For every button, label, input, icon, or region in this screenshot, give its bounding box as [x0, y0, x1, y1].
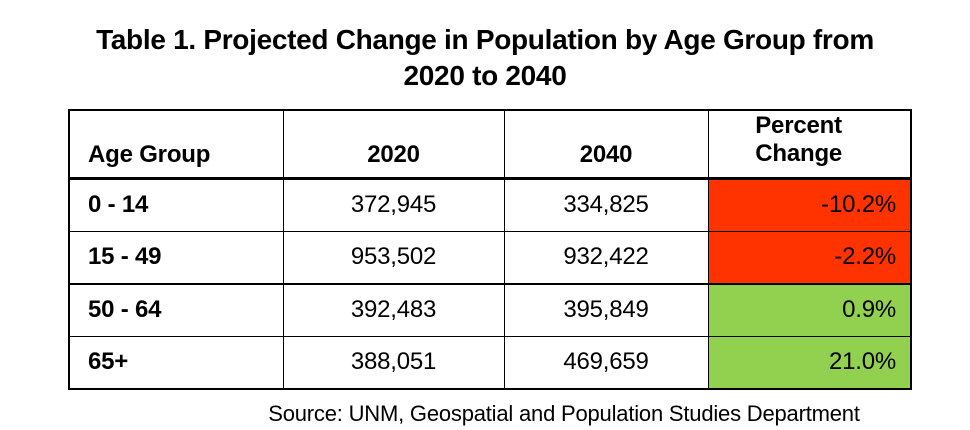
table-row-65-plus: 65+ 388,051 469,659 21.0% — [68, 335, 912, 390]
pop-2020-cell: 372,945 — [282, 177, 505, 232]
percent-change-cell: 0.9% — [707, 283, 912, 337]
col-header-percent-change-label: Percent Change — [755, 112, 843, 168]
pop-2040-cell: 395,849 — [503, 283, 709, 337]
col-header-percent-change: Percent Change — [707, 109, 912, 180]
percent-change-cell: -10.2% — [707, 177, 912, 232]
table-row-15-49: 15 - 49 953,502 932,422 -2.2% — [68, 230, 912, 285]
pop-2040-cell: 469,659 — [503, 335, 709, 390]
col-header-2020: 2020 — [282, 109, 505, 180]
pop-2040-cell: 932,422 — [503, 230, 709, 285]
age-group-cell: 65+ — [68, 335, 284, 390]
percent-change-cell: 21.0% — [707, 335, 912, 390]
table-title: Table 1. Projected Change in Population … — [96, 24, 874, 91]
age-group-cell: 50 - 64 — [68, 283, 284, 337]
population-change-table: Age Group 2020 2040 Percent Change 0 - 1… — [68, 108, 912, 390]
age-group-cell: 0 - 14 — [68, 177, 284, 232]
col-header-age-group: Age Group — [68, 109, 284, 180]
percent-change-cell: -2.2% — [707, 230, 912, 285]
pop-2020-cell: 392,483 — [282, 283, 505, 337]
age-group-cell: 15 - 49 — [68, 230, 284, 285]
pop-2020-cell: 388,051 — [282, 335, 505, 390]
pop-2040-cell: 334,825 — [503, 177, 709, 232]
col-header-2040: 2040 — [503, 109, 709, 180]
header-row: Age Group 2020 2040 Percent Change — [68, 109, 912, 180]
table-row-50-64: 50 - 64 392,483 395,849 0.9% — [68, 283, 912, 337]
source-note: Source: UNM, Geospatial and Population S… — [268, 400, 860, 426]
table-row-0-14: 0 - 14 372,945 334,825 -10.2% — [68, 177, 912, 232]
pop-2020-cell: 953,502 — [282, 230, 505, 285]
